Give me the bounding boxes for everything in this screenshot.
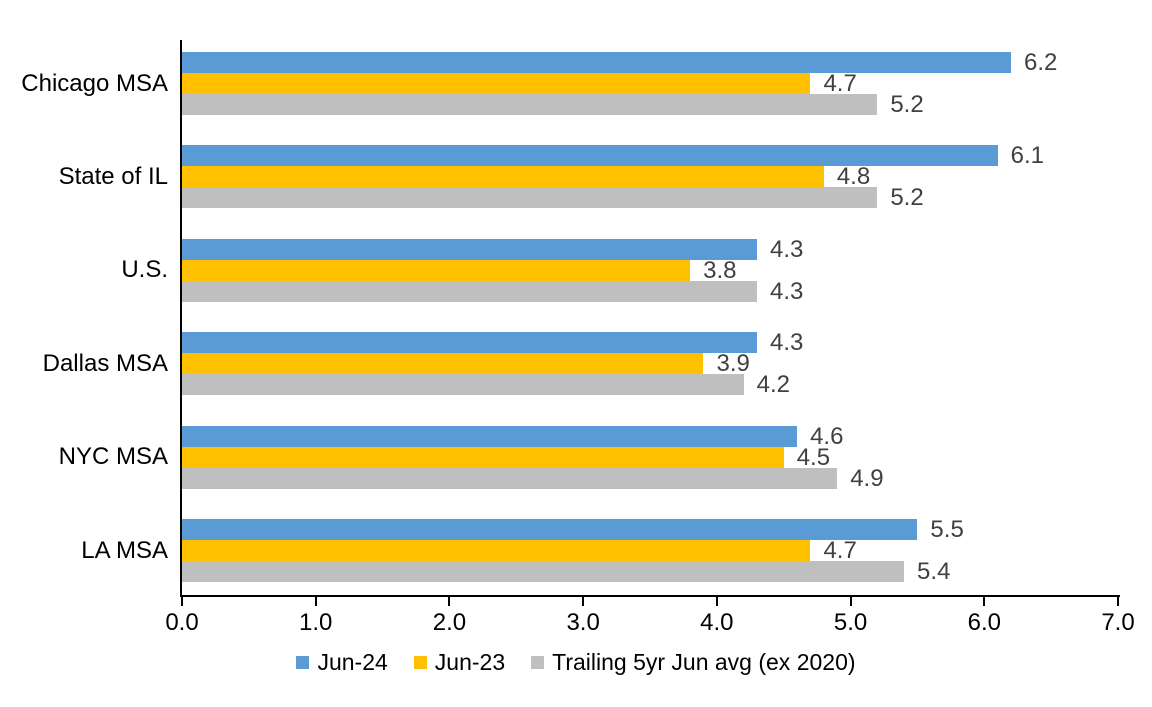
tick-label: 4.0 <box>700 609 734 636</box>
tick <box>181 597 183 606</box>
bar <box>182 561 905 582</box>
bar-value-label: 4.8 <box>836 163 871 191</box>
bar <box>182 519 918 540</box>
bar-value-label: 4.3 <box>769 329 804 357</box>
bar <box>182 52 1012 73</box>
bar-value-label: 3.9 <box>716 350 750 378</box>
tick-label: 1.0 <box>299 609 333 636</box>
legend-label: Jun-24 <box>317 649 388 675</box>
bar <box>182 467 838 489</box>
bar <box>182 374 744 396</box>
tick-label: 7.0 <box>1101 609 1135 636</box>
tick <box>448 597 451 606</box>
legend-item: Jun-23 <box>413 649 506 676</box>
bar <box>182 259 691 281</box>
tick <box>715 597 718 606</box>
category-label: State of IL <box>58 162 168 190</box>
bar-value-label: 6.1 <box>1010 142 1045 170</box>
bar-value-label: 5.2 <box>890 91 924 118</box>
bar <box>182 73 811 94</box>
bar-value-label: 5.2 <box>890 184 924 212</box>
legend-swatch-icon <box>413 656 427 669</box>
bar <box>182 446 784 468</box>
bar-value-label: 4.3 <box>769 277 804 305</box>
tick <box>1117 597 1119 606</box>
bar <box>182 238 757 260</box>
bar-value-label: 4.2 <box>756 371 790 399</box>
bar-value-label: 6.2 <box>1024 49 1058 76</box>
category-label: LA MSA <box>81 536 168 564</box>
legend-swatch-icon <box>531 656 545 669</box>
legend-item: Jun-24 <box>296 649 388 676</box>
y-axis-line <box>180 40 182 597</box>
category-label: Dallas MSA <box>42 349 168 377</box>
legend: Jun-24 Jun-23 Trailing 5yr Jun avg (ex 202… <box>0 649 1152 676</box>
bar-value-label: 4.7 <box>823 537 857 564</box>
bar <box>182 166 824 188</box>
tick <box>582 597 585 606</box>
tick-label: 2.0 <box>432 609 467 636</box>
bar-value-label: 3.8 <box>703 256 737 284</box>
bar-value-label: 4.3 <box>769 235 804 263</box>
bar <box>182 332 757 354</box>
bar <box>182 187 878 209</box>
bar <box>182 540 811 561</box>
bar-value-label: 4.9 <box>850 464 884 492</box>
category-label: U.S. <box>121 256 168 284</box>
x-axis-line <box>180 595 1120 597</box>
legend-swatch-icon <box>296 656 310 669</box>
bar <box>182 145 998 167</box>
bar-value-label: 5.5 <box>930 516 964 543</box>
tick-label: 0.0 <box>165 609 199 636</box>
bar <box>182 280 757 302</box>
bar-value-label: 4.5 <box>796 443 831 471</box>
tick <box>314 597 317 606</box>
bar-value-label: 4.6 <box>810 422 844 450</box>
legend-label: Trailing 5yr Jun avg (ex 2020) <box>552 649 856 675</box>
legend-label: Jun-23 <box>434 649 506 675</box>
tick-label: 3.0 <box>566 609 600 636</box>
tick-label: 5.0 <box>833 609 868 636</box>
tick-label: 6.0 <box>967 609 1001 636</box>
category-label: NYC MSA <box>58 443 168 471</box>
tick <box>849 597 852 606</box>
bar <box>182 353 704 375</box>
bar <box>182 94 878 115</box>
category-label: Chicago MSA <box>21 69 168 97</box>
tick <box>983 597 986 606</box>
bar-value-label: 5.4 <box>917 558 951 585</box>
bar-value-label: 4.7 <box>823 70 857 97</box>
bar <box>182 425 798 447</box>
legend-item: Trailing 5yr Jun avg (ex 2020) <box>531 649 856 676</box>
